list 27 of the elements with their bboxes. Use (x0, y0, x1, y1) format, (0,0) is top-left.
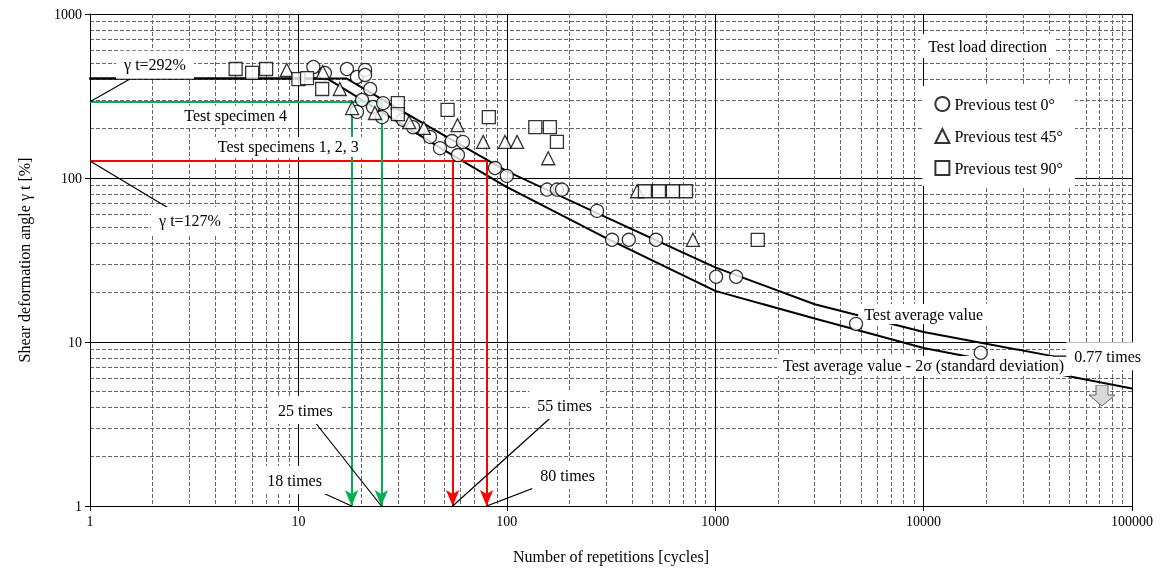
legend-label: Previous test 0° (954, 95, 1056, 113)
ref-line-label: Test specimens 1, 2, 3 (217, 138, 359, 157)
x-tick-label: 10000 (906, 513, 942, 529)
x-tick-label: 100 (496, 513, 518, 529)
annotation: γ t=292% (123, 56, 186, 75)
annotation: 25 times (277, 401, 333, 419)
annotation: 18 times (267, 471, 322, 489)
x-tick-label: 1 (86, 513, 94, 529)
ref-line-label: Test specimen 4 (184, 107, 288, 126)
y-tick-label: 1000 (54, 6, 82, 22)
legend-label: Previous test 90° (954, 159, 1064, 177)
x-tick-label: 10 (291, 513, 306, 529)
x-axis-title: Number of repetitions [cycles] (513, 547, 709, 566)
y-tick-label: 10 (68, 334, 82, 350)
series-label: Test average value - 2σ (standard deviation) (783, 357, 1065, 376)
x-tick-label: 1000 (701, 513, 730, 529)
annotation: γ t=127% (158, 212, 221, 231)
series-label: Test average value (864, 305, 984, 324)
y-tick-label: 100 (61, 170, 82, 186)
y-tick-label: 1 (75, 498, 82, 514)
annotation: 55 times (537, 396, 593, 414)
legend-title: Test load direction (928, 37, 1047, 55)
annotation: 80 times (540, 466, 595, 484)
y-axis-title: Shear deformation angle γ t [%] (15, 157, 34, 363)
legend-label: Previous test 45° (954, 127, 1064, 145)
x-tick-label: 100000 (1111, 513, 1153, 529)
annotation: 0.77 times (1074, 347, 1141, 365)
